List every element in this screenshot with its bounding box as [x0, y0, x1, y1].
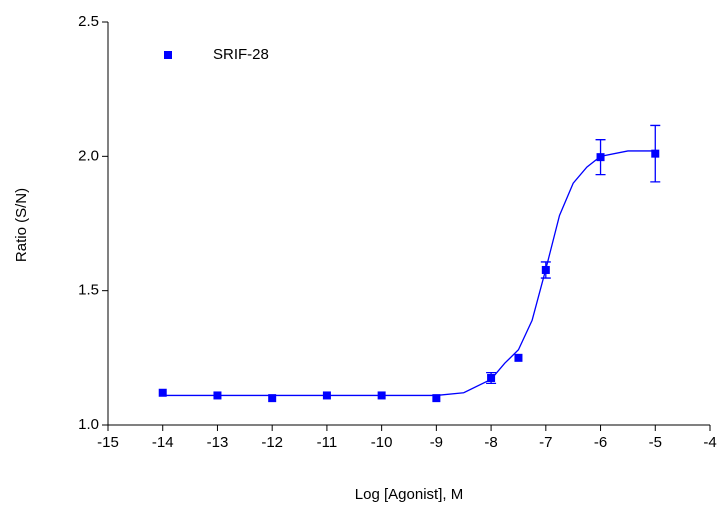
- y-tick-label: 1.0: [78, 416, 99, 433]
- x-tick-label: -9: [430, 434, 443, 451]
- x-tick-label: -10: [371, 434, 393, 451]
- y-axis-label: Ratio (S/N): [13, 188, 30, 262]
- x-tick-label: -13: [207, 434, 229, 451]
- x-tick-label: -5: [649, 434, 662, 451]
- y-tick-label: 1.5: [78, 282, 99, 299]
- data-point: [213, 391, 222, 400]
- x-tick-label: -14: [152, 434, 174, 451]
- data-point: [377, 391, 386, 400]
- x-tick-label: -11: [317, 434, 338, 451]
- x-tick-label: -12: [261, 434, 283, 451]
- data-point: [487, 373, 496, 382]
- data-point: [541, 265, 550, 274]
- data-point: [651, 149, 660, 158]
- data-point: [596, 153, 605, 162]
- data-point: [514, 353, 523, 362]
- data-point: [432, 394, 441, 403]
- y-tick-label: 2.0: [78, 147, 99, 164]
- x-tick-label: -4: [703, 434, 716, 451]
- x-tick-label: -8: [484, 434, 497, 451]
- data-point: [158, 388, 167, 397]
- x-tick-label: -6: [594, 434, 607, 451]
- data-point: [322, 391, 331, 400]
- data-point: [268, 394, 277, 403]
- legend-label: SRIF-28: [213, 46, 269, 63]
- fit-curve: [162, 150, 656, 397]
- legend-marker: [164, 51, 172, 59]
- x-tick-label: -7: [539, 434, 552, 451]
- x-axis-label: Log [Agonist], M: [355, 486, 463, 503]
- y-tick-label: 2.5: [78, 13, 99, 30]
- x-tick-label: -15: [97, 434, 119, 451]
